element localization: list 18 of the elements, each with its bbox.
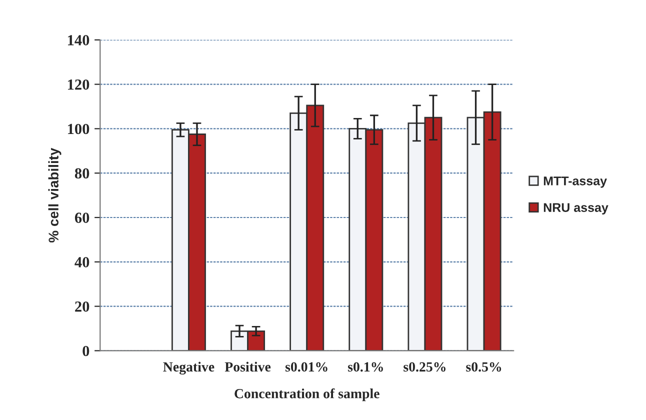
y-tick-label: 0 bbox=[82, 346, 90, 356]
legend-label: MTT-assay bbox=[544, 176, 607, 188]
x-tick-label: s0.1% bbox=[348, 362, 383, 372]
y-tick-label: 120 bbox=[68, 79, 90, 90]
y-tick-label: 140 bbox=[68, 35, 90, 46]
x-tick-label: Positive bbox=[224, 362, 271, 372]
x-tick-label: s0.01% bbox=[285, 362, 328, 372]
x-tick-label: s0.25% bbox=[404, 362, 446, 372]
y-tick-label: 40 bbox=[74, 257, 90, 268]
x-tick-label: Negative bbox=[163, 362, 214, 375]
legend-label: NRU assay bbox=[544, 203, 608, 214]
y-tick-label: 20 bbox=[75, 301, 90, 312]
x-axis-title: Concentration of sample bbox=[234, 388, 380, 402]
x-tick-label: s0.5% bbox=[466, 362, 502, 372]
y-axis-title: % cell viability bbox=[48, 148, 62, 242]
y-tick-label: 60 bbox=[74, 212, 90, 223]
y-tick-label: 80 bbox=[74, 168, 90, 179]
y-tick-label: 100 bbox=[68, 124, 90, 134]
